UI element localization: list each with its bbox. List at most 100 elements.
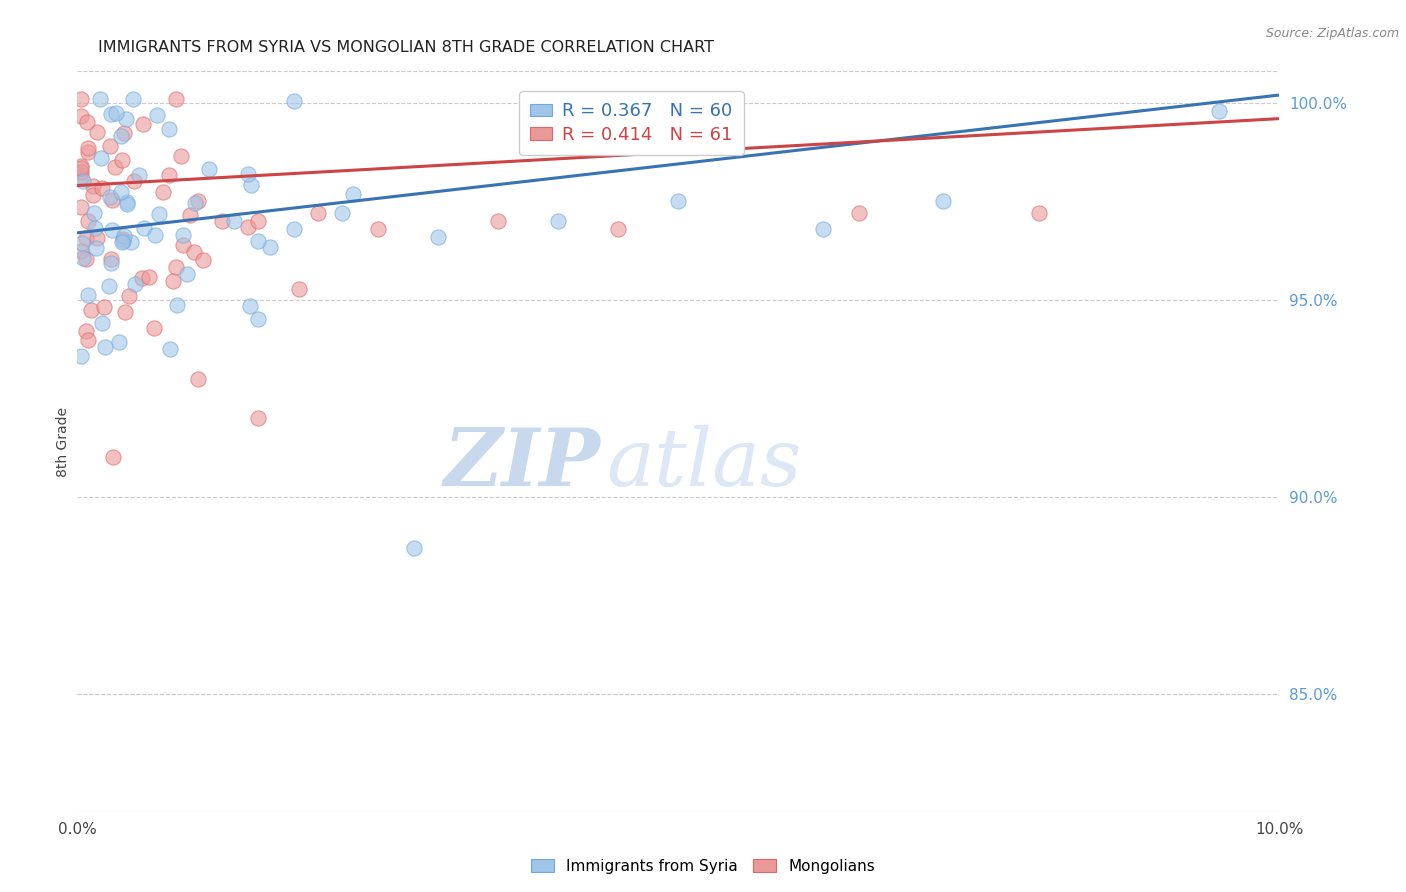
Point [77, 145, 100, 159]
Point [547, 214, 569, 228]
Point [932, 194, 955, 209]
Point [70, 349, 93, 363]
Point [90, 151, 112, 165]
Point [70, 165, 93, 179]
Point [70, 200, 93, 214]
Point [166, 92, 188, 106]
Point [238, 167, 260, 181]
Point [114, 304, 136, 318]
Point [75, 231, 97, 245]
Point [246, 214, 269, 228]
Point [70, 169, 93, 183]
Point [76, 288, 98, 302]
Point [100, 252, 122, 266]
Point [122, 174, 145, 188]
Point [117, 197, 139, 211]
Point [246, 411, 269, 425]
Point [1208, 103, 1230, 118]
Point [72, 174, 94, 188]
Point [238, 219, 260, 234]
Point [100, 256, 122, 270]
Point [120, 235, 142, 250]
Text: IMMIGRANTS FROM SYRIA VS MONGOLIAN 8TH GRADE CORRELATION CHART: IMMIGRANTS FROM SYRIA VS MONGOLIAN 8TH G… [98, 40, 714, 55]
Point [108, 335, 131, 350]
Point [283, 222, 305, 236]
Point [70, 92, 93, 106]
Point [82, 179, 104, 194]
Point [402, 541, 425, 555]
Point [159, 342, 181, 356]
Point [72, 251, 94, 265]
Point [70, 109, 93, 123]
Point [486, 214, 509, 228]
Point [86, 125, 108, 139]
Point [162, 274, 184, 288]
Point [157, 168, 180, 182]
Point [77, 333, 100, 347]
Point [186, 194, 209, 209]
Point [117, 194, 139, 209]
Point [132, 221, 155, 235]
Point [211, 214, 233, 228]
Point [176, 268, 198, 282]
Text: Source: ZipAtlas.com: Source: ZipAtlas.com [1265, 27, 1399, 40]
Point [132, 117, 155, 131]
Point [166, 298, 188, 312]
Point [122, 92, 145, 106]
Point [283, 94, 305, 108]
Point [112, 126, 135, 140]
Point [103, 450, 125, 465]
Point [246, 234, 269, 248]
Point [97, 279, 120, 293]
Point [101, 194, 124, 208]
Point [367, 222, 389, 236]
Point [157, 122, 180, 136]
Point [75, 252, 97, 267]
Point [98, 190, 121, 204]
Point [288, 283, 311, 297]
Point [100, 107, 122, 121]
Point [811, 222, 834, 236]
Point [246, 312, 269, 326]
Point [138, 270, 160, 285]
Point [83, 206, 105, 220]
Point [104, 160, 127, 174]
Point [179, 208, 201, 222]
Point [170, 149, 193, 163]
Point [607, 222, 630, 236]
Point [146, 108, 169, 122]
Point [172, 227, 194, 242]
Point [93, 301, 115, 315]
Point [111, 235, 134, 250]
Point [848, 206, 870, 220]
Point [76, 115, 98, 129]
Text: ZIP: ZIP [443, 425, 600, 502]
Point [222, 214, 245, 228]
Point [90, 316, 112, 330]
Point [98, 139, 121, 153]
Point [172, 238, 194, 252]
Point [70, 159, 93, 173]
Point [70, 161, 93, 175]
Point [342, 186, 364, 201]
Point [197, 161, 219, 176]
Point [75, 324, 97, 338]
Point [77, 140, 100, 154]
Point [89, 92, 111, 106]
Point [104, 105, 127, 120]
Point [239, 299, 262, 313]
Point [110, 185, 132, 199]
Point [124, 277, 146, 291]
Point [70, 235, 93, 250]
Point [90, 180, 112, 194]
Point [184, 196, 207, 211]
Point [112, 232, 135, 246]
Point [143, 227, 166, 242]
Legend: R = 0.367   N = 60, R = 0.414   N = 61: R = 0.367 N = 60, R = 0.414 N = 61 [519, 92, 744, 154]
Point [84, 241, 107, 255]
Point [111, 153, 134, 167]
Point [115, 112, 138, 126]
Point [112, 229, 135, 244]
Point [307, 206, 329, 220]
Y-axis label: 8th Grade: 8th Grade [56, 407, 70, 476]
